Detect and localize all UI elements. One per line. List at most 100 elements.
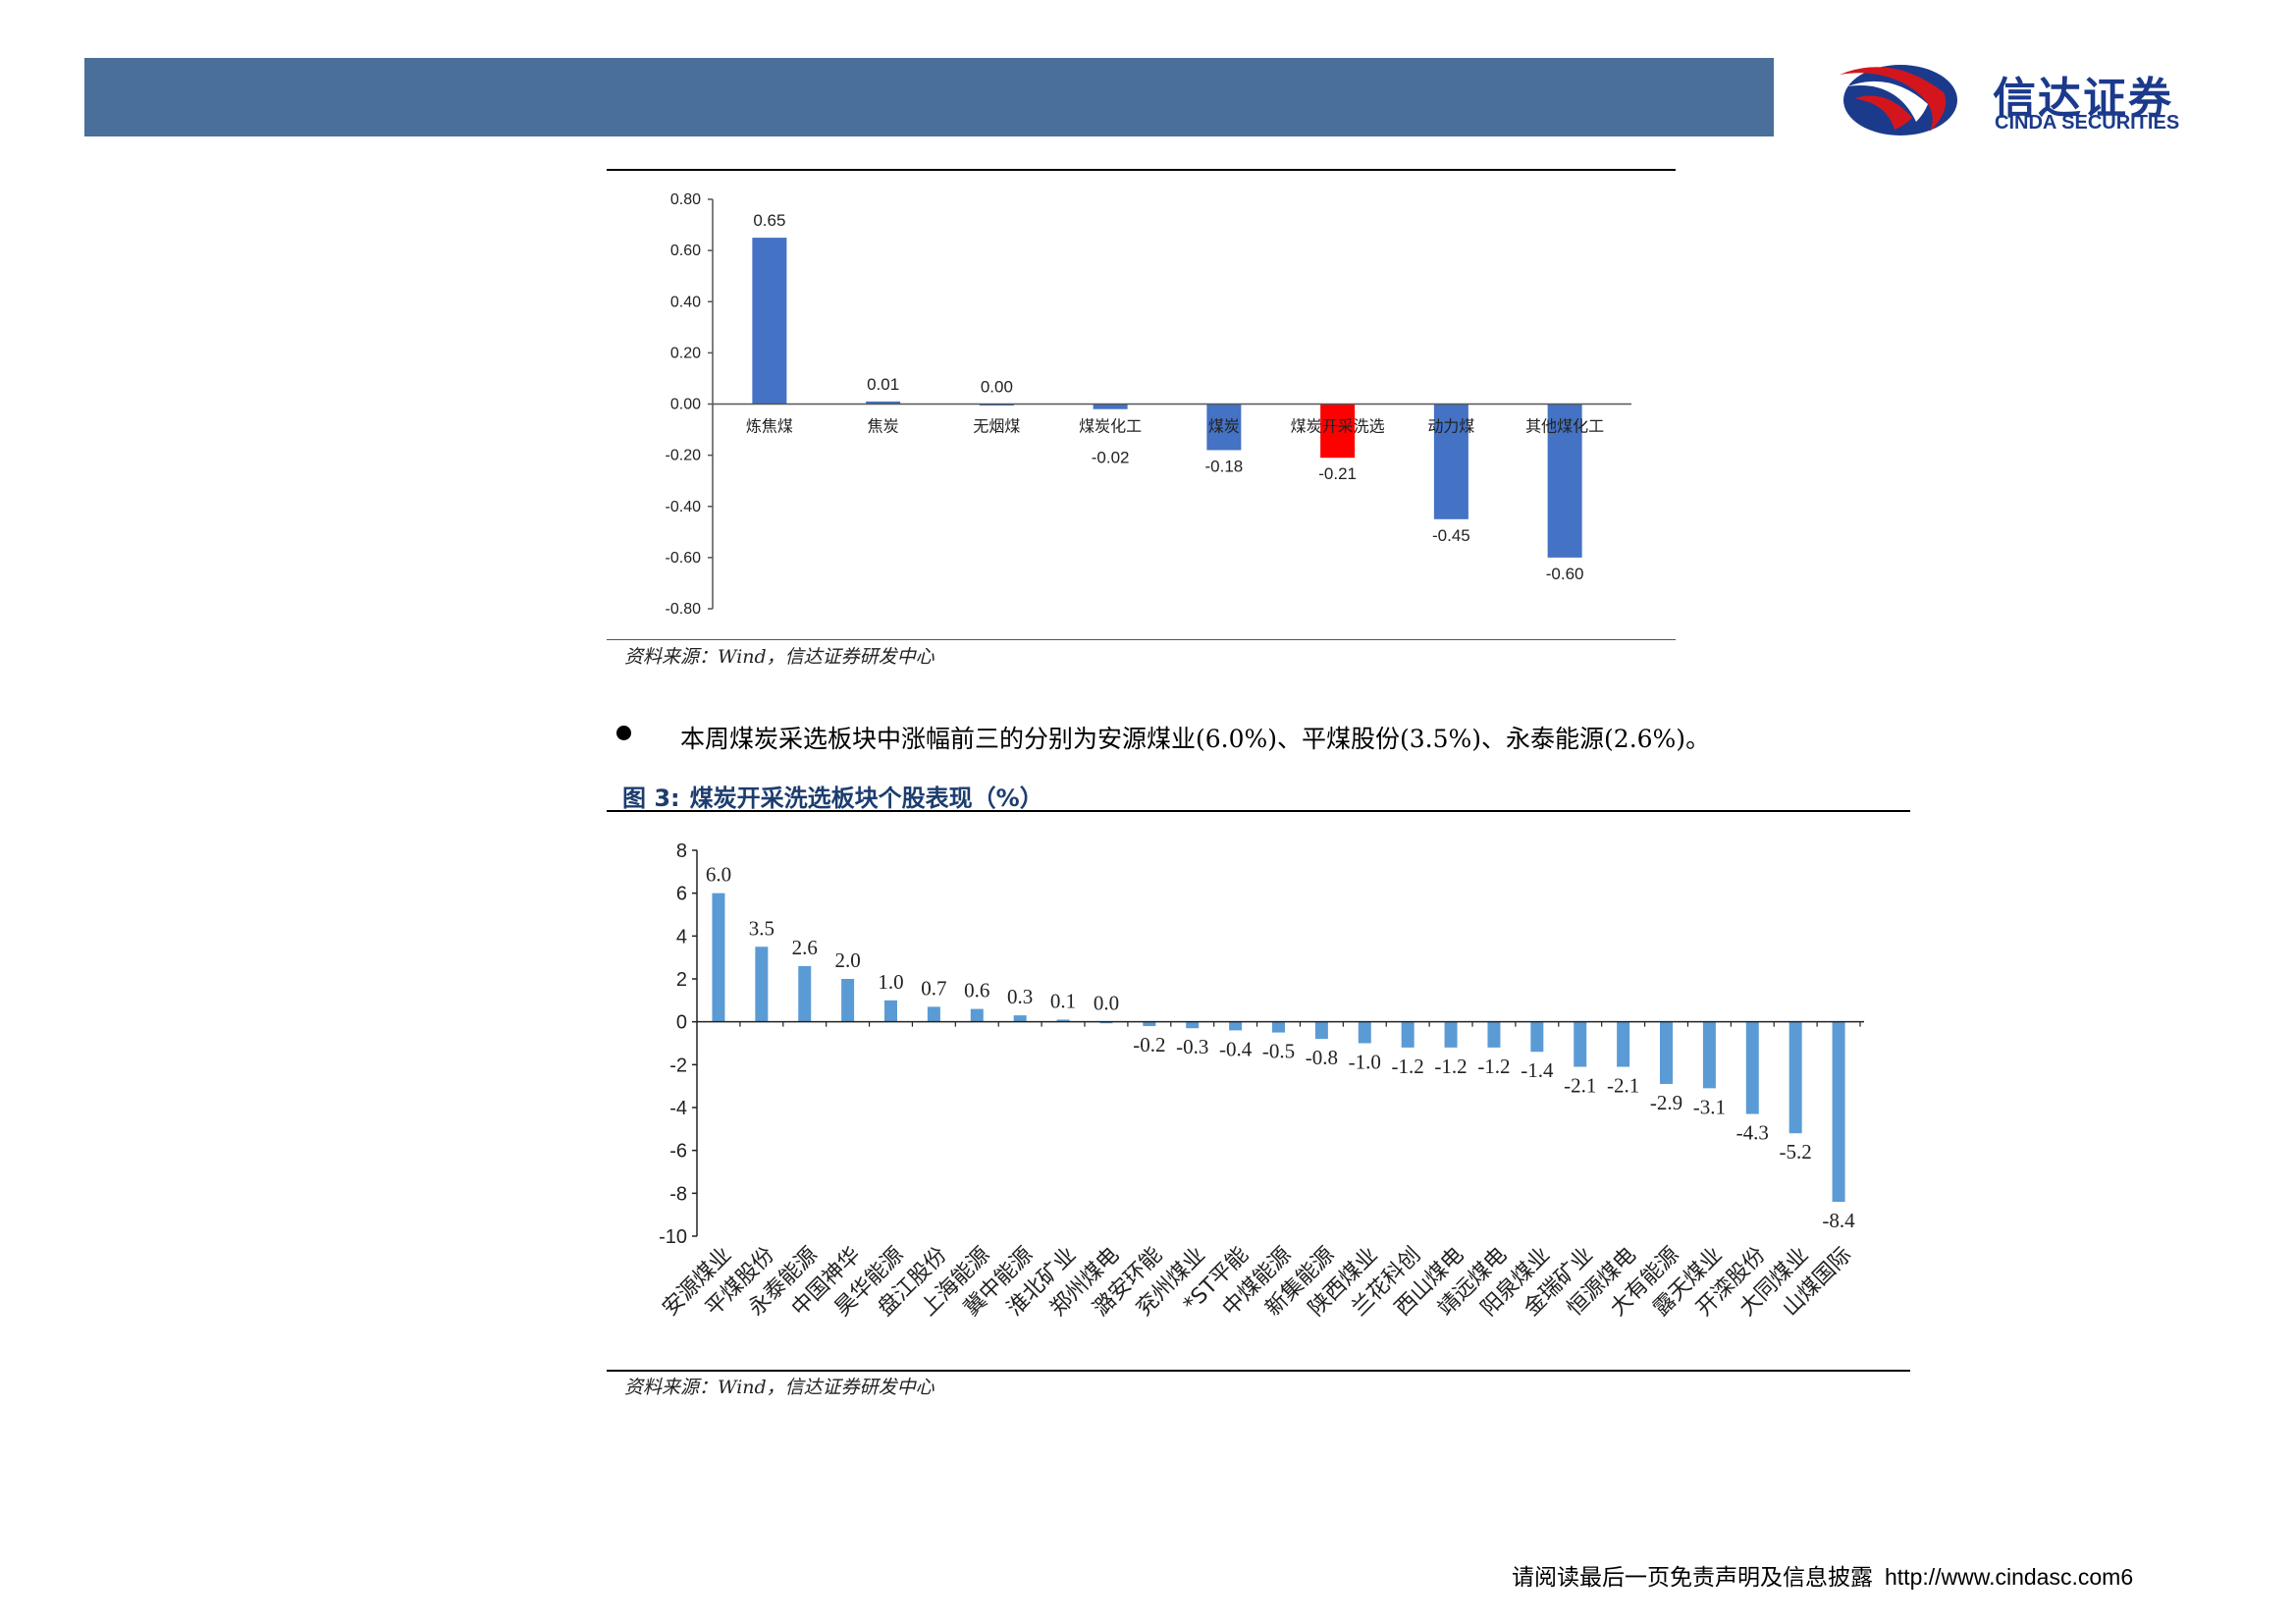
chart2-data-label: 3.5 <box>749 916 774 940</box>
chart1-bar <box>1433 404 1468 519</box>
chart2-data-label: -1.2 <box>1477 1055 1510 1078</box>
chart1-y-tick-label: -0.20 <box>666 448 702 464</box>
chart1-svg: 0.80 0.60 0.40 0.20 0.00 -0.20 -0.40 -0.60 -0.80… <box>666 191 1631 618</box>
chart2-data-label: -0.5 <box>1262 1040 1295 1063</box>
chart2-bar <box>1401 1021 1415 1048</box>
chart2-y-tick-label: -6 <box>669 1141 687 1163</box>
figure3-caption: 煤炭开采洗选板块个股表现（%） <box>689 785 1043 812</box>
chart2-bar <box>1660 1021 1673 1084</box>
chart2-bar <box>1487 1021 1501 1048</box>
chart1-category-label: 煤炭化工 <box>1079 417 1142 436</box>
chart2-bar <box>1745 1021 1759 1114</box>
chart2-y-tick-label: -8 <box>669 1183 687 1205</box>
chart1-y-tick-label: 0.80 <box>670 191 701 208</box>
chart1-y-tick-label: -0.80 <box>666 601 702 618</box>
chart2-data-label: -2.1 <box>1607 1074 1639 1098</box>
chart2-data-label: -8.4 <box>1822 1209 1855 1232</box>
chart2-bar <box>1143 1021 1156 1027</box>
chart2-data-label: 0.1 <box>1050 989 1076 1012</box>
bullet-text: 本周煤炭采选板块中涨幅前三的分别为安源煤业(6.0%)、平煤股份(3.5%)、永… <box>680 725 1711 753</box>
chart1-y-tick-label: 0.20 <box>670 345 701 361</box>
chart1-data-label: 0.01 <box>867 375 899 394</box>
chart1-data-label: -0.45 <box>1432 526 1470 545</box>
chart2-data-label: 1.0 <box>878 970 903 994</box>
chart1-y-tick-label: 0.40 <box>670 294 701 310</box>
chart2-bar <box>1013 1015 1027 1022</box>
chart1-y-tick-label: 0.00 <box>670 397 701 413</box>
chart1-category-label: 煤炭开采洗选 <box>1291 417 1385 436</box>
header-bar <box>84 58 1774 136</box>
figure3-label: 图 3: <box>622 785 680 812</box>
chart2-data-label: -0.2 <box>1133 1033 1165 1056</box>
chart2-bar <box>1832 1021 1845 1203</box>
chart1-bar <box>1206 404 1242 451</box>
chart2-data-label: -2.9 <box>1650 1091 1682 1114</box>
chart2-bar <box>1789 1021 1802 1134</box>
chart1-data-label: -0.60 <box>1546 565 1584 583</box>
chart2-bar <box>1229 1021 1243 1031</box>
chart2-bar <box>1444 1021 1458 1048</box>
chart1-category-label: 焦炭 <box>868 417 899 436</box>
chart1-data-label: -0.02 <box>1092 449 1130 467</box>
chart1-bottom-rule <box>607 639 1676 640</box>
chart2-bar <box>1272 1021 1285 1033</box>
chart2-y-tick-label: -10 <box>659 1226 687 1248</box>
chart1-category-label: 炼焦煤 <box>746 417 793 436</box>
chart2-data-label: 0.0 <box>1094 992 1119 1015</box>
chart2-data-label: -1.2 <box>1392 1055 1424 1078</box>
chart2-bottom-rule <box>607 1370 1910 1372</box>
chart2-data-label: -1.0 <box>1349 1051 1381 1074</box>
chart2-data-label: -1.4 <box>1521 1058 1554 1082</box>
chart2-bar <box>712 893 725 1022</box>
chart1-bar <box>1320 404 1356 459</box>
chart2-bar <box>755 947 769 1022</box>
logo-chinese-text: 信达证券 <box>1993 74 2173 124</box>
chart2-bar <box>1314 1021 1328 1040</box>
figure3-title: 图 3: 煤炭开采洗选板块个股表现（%） <box>622 779 1043 813</box>
chart2-bar <box>1186 1021 1200 1029</box>
logo-english-text: CINDA SECURITIES <box>1995 112 2180 134</box>
chart2-data-label: -0.4 <box>1219 1037 1253 1060</box>
chart2-data-label: -2.1 <box>1564 1074 1596 1098</box>
chart2-data-label: 2.6 <box>792 936 818 959</box>
chart2-bar <box>1617 1021 1630 1067</box>
chart1-category-label: 动力煤 <box>1427 417 1474 436</box>
chart2-data-label: -3.1 <box>1693 1095 1726 1118</box>
chart1-source: 资料来源：Wind，信达证券研发中心 <box>624 646 934 668</box>
chart1-category-label: 煤炭 <box>1208 417 1240 436</box>
chart2-bar <box>927 1006 940 1022</box>
footer-url[interactable]: http://www.cindasc.com <box>1885 1564 2121 1590</box>
chart2-data-label: -1.2 <box>1434 1055 1467 1078</box>
chart1-data-label: 0.65 <box>753 211 785 230</box>
chart2-data-label: -0.8 <box>1306 1046 1338 1069</box>
chart1-category-label: 其他煤化工 <box>1525 417 1604 436</box>
chart2-y-tick-label: 6 <box>676 884 687 905</box>
chart2-bar <box>1358 1021 1371 1044</box>
chart1-bar <box>866 401 901 405</box>
chart2-data-label: -5.2 <box>1780 1140 1812 1164</box>
chart2-bar <box>1702 1021 1716 1089</box>
chart1-data-label: 0.00 <box>981 378 1013 397</box>
chart2-data-label: 2.0 <box>834 948 860 972</box>
chart1-y-tick-label: -0.60 <box>666 550 702 567</box>
chart2-data-label: -4.3 <box>1736 1121 1769 1145</box>
chart1-category-label: 无烟煤 <box>973 417 1020 436</box>
chart2-y-tick-label: 4 <box>676 926 687 947</box>
chart2-bar <box>884 1000 897 1022</box>
chart2-bar <box>798 965 812 1022</box>
chart1: 0.80 0.60 0.40 0.20 0.00 -0.20 -0.40 -0.60 -0.80… <box>607 171 1676 638</box>
chart2-y-tick-label: 2 <box>676 969 687 991</box>
chart2-data-label: 0.7 <box>921 976 946 1000</box>
chart2-y-tick-label: -2 <box>669 1055 687 1076</box>
chart2-data-label: -0.3 <box>1176 1035 1208 1058</box>
chart2-bar <box>1530 1021 1544 1053</box>
chart2-y-tick-label: -4 <box>669 1098 687 1119</box>
chart2-y-tick-label: 8 <box>676 840 687 862</box>
chart2-bar <box>970 1008 984 1022</box>
chart1-y-tick-label: -0.40 <box>666 499 702 515</box>
chart2-y-tick-label: 0 <box>676 1012 687 1034</box>
chart1-bar <box>752 238 787 405</box>
chart2-data-label: 0.3 <box>1007 985 1033 1008</box>
chart1-bar <box>1093 404 1128 409</box>
chart2-bar <box>1056 1019 1070 1022</box>
